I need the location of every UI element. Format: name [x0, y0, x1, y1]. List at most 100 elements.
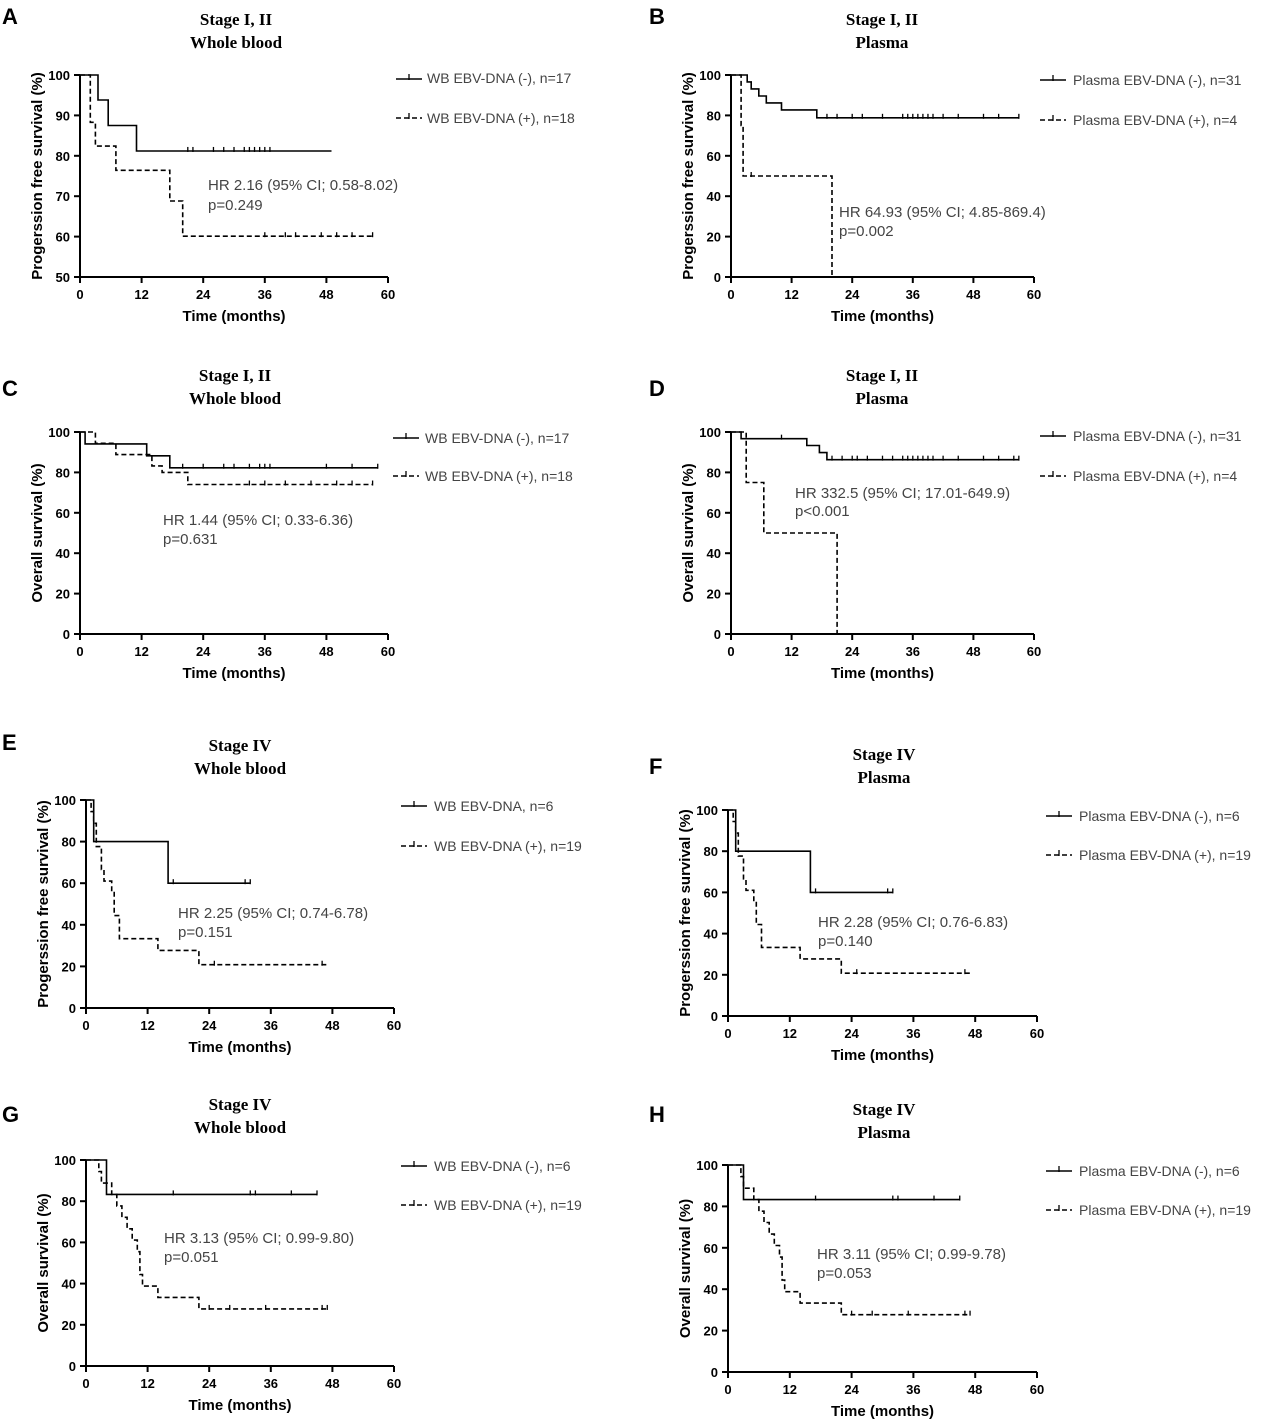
km-plot: 0 12 24 36 48 60 0 20 40 60 80 100 Time (months) Prog…: [35, 793, 427, 1056]
x-tick-label: 24: [196, 287, 211, 302]
x-axis-label: Time (months): [831, 1047, 934, 1064]
y-tick-label: 100: [696, 1158, 718, 1173]
x-tick-label: 0: [82, 1018, 89, 1033]
km-curve-solid: [80, 74, 332, 152]
hazard-ratio-text: HR 332.5 (95% CI; 17.01-649.9): [795, 485, 1011, 502]
chart-subtitle: Plasma: [855, 33, 909, 52]
x-tick-label: 12: [134, 644, 148, 659]
x-tick-label: 12: [140, 1376, 154, 1391]
y-tick-label: 40: [704, 1282, 718, 1297]
chart-title: Stage I, II: [845, 10, 919, 29]
x-tick-label: 48: [325, 1018, 339, 1033]
x-tick-label: 60: [1030, 1382, 1044, 1397]
y-tick-label: 100: [54, 1153, 76, 1168]
panel-letter: G: [2, 1102, 20, 1127]
x-tick-label: 60: [381, 644, 395, 659]
km-curve-solid: [728, 809, 893, 894]
x-tick-label: 60: [387, 1376, 401, 1391]
p-value-text: p=0.053: [817, 1265, 872, 1282]
chart-subtitle: Whole blood: [189, 33, 283, 52]
x-tick-label: 12: [134, 287, 148, 302]
chart-subtitle: Plasma: [855, 389, 909, 408]
legend-label-solid: WB EBV-DNA (-), n=6: [434, 1158, 571, 1174]
panel-h: H Stage IV Plasma 0 12 24 36 48 60 0 20 40 60 80 10…: [647, 1068, 1269, 1424]
panel-a: A Stage I, II Whole blood 0 12 24 36 48 60 50 6…: [0, 0, 634, 356]
panel-letter: B: [649, 4, 665, 29]
y-tick-label: 80: [56, 149, 70, 164]
p-value-text: p=0.249: [208, 197, 263, 214]
p-value-text: p=0.051: [164, 1249, 219, 1266]
panel-e: E Stage IV Whole blood 0 12 24 36 48 60 0 20 40 6…: [0, 712, 634, 1068]
y-tick-label: 0: [69, 1001, 76, 1016]
y-tick-label: 0: [711, 1365, 718, 1380]
y-tick-label: 40: [704, 927, 718, 942]
x-tick-label: 12: [783, 1382, 797, 1397]
panel-letter: D: [649, 376, 665, 401]
chart-title: Stage IV: [852, 745, 916, 764]
y-tick-label: 70: [56, 189, 70, 204]
y-tick-label: 0: [63, 627, 70, 642]
km-plot: 0 12 24 36 48 60 0 20 40 60 80 100 Time (months) Over…: [29, 425, 419, 682]
chart-title: Stage I, II: [198, 366, 272, 385]
km-curve-dashed: [86, 1159, 328, 1310]
x-tick-label: 48: [319, 644, 333, 659]
y-tick-label: 100: [48, 68, 70, 83]
legend-label-dashed: WB EBV-DNA (+), n=18: [425, 468, 573, 484]
y-tick-label: 100: [699, 68, 721, 83]
x-tick-label: 12: [783, 1026, 797, 1041]
x-tick-label: 0: [727, 644, 734, 659]
x-tick-label: 12: [140, 1018, 154, 1033]
y-tick-label: 40: [707, 189, 721, 204]
legend-label-solid: Plasma EBV-DNA (-), n=31: [1073, 72, 1242, 88]
hazard-ratio-text: HR 64.93 (95% CI; 4.85-869.4): [839, 204, 1046, 221]
panel-letter: F: [649, 754, 663, 779]
km-curve-solid: [86, 1159, 317, 1196]
km-curve-dashed: [80, 74, 373, 237]
y-tick-label: 60: [704, 885, 718, 900]
y-axis-label: Overall survival (%): [680, 463, 697, 602]
hazard-ratio-text: HR 3.13 (95% CI; 0.99-9.80): [164, 1230, 355, 1247]
x-axis-label: Time (months): [831, 1403, 934, 1420]
y-tick-label: 60: [707, 149, 721, 164]
x-tick-label: 36: [264, 1018, 278, 1033]
legend-label-dashed: Plasma EBV-DNA (+), n=19: [1079, 1202, 1251, 1218]
x-tick-label: 0: [76, 287, 83, 302]
hazard-ratio-text: HR 2.25 (95% CI; 0.74-6.78): [178, 905, 369, 922]
x-tick-label: 0: [76, 644, 83, 659]
x-tick-label: 0: [727, 287, 734, 302]
km-curve-dashed: [731, 431, 838, 635]
x-tick-label: 24: [845, 287, 860, 302]
y-tick-label: 0: [69, 1359, 76, 1374]
y-tick-label: 0: [711, 1009, 718, 1024]
legend-label-dashed: WB EBV-DNA (+), n=18: [427, 110, 575, 126]
y-tick-label: 40: [707, 546, 721, 561]
y-tick-label: 60: [56, 230, 70, 245]
km-plot: 0 12 24 36 48 60 0 20 40 60 80 100 Time (months) Prog…: [677, 803, 1072, 1064]
y-axis-label: Overall survival (%): [677, 1199, 694, 1338]
x-tick-label: 36: [906, 644, 920, 659]
y-tick-label: 90: [56, 108, 70, 123]
x-tick-label: 60: [1030, 1026, 1044, 1041]
x-tick-label: 12: [784, 287, 798, 302]
y-tick-label: 100: [696, 803, 718, 818]
legend-label-solid: WB EBV-DNA (-), n=17: [425, 430, 570, 446]
p-value-text: p=0.002: [839, 223, 894, 240]
x-tick-label: 48: [966, 644, 980, 659]
y-tick-label: 60: [704, 1241, 718, 1256]
chart-subtitle: Whole blood: [193, 1118, 287, 1137]
x-tick-label: 36: [906, 1382, 920, 1397]
km-curve-dashed: [728, 1164, 971, 1316]
x-tick-label: 24: [202, 1376, 217, 1391]
x-axis-label: Time (months): [188, 1397, 291, 1414]
y-tick-label: 40: [56, 546, 70, 561]
km-plot: 0 12 24 36 48 60 0 20 40 60 80 100 Time (months) Over…: [680, 425, 1066, 682]
y-tick-label: 60: [707, 506, 721, 521]
y-tick-label: 20: [56, 587, 70, 602]
km-plot: 0 12 24 36 48 60 50 60 70 80 90 100 Time (months) Pro…: [29, 68, 422, 325]
y-axis-label: Progerssion free survival (%): [35, 800, 52, 1008]
panel-d: D Stage I, II Plasma 0 12 24 36 48 60 0 20 40 60 8…: [647, 356, 1269, 712]
x-axis-label: Time (months): [831, 665, 934, 682]
hazard-ratio-text: HR 2.16 (95% CI; 0.58-8.02): [208, 177, 399, 194]
y-axis-label: Progerssion free survival (%): [677, 809, 694, 1017]
x-tick-label: 48: [319, 287, 333, 302]
